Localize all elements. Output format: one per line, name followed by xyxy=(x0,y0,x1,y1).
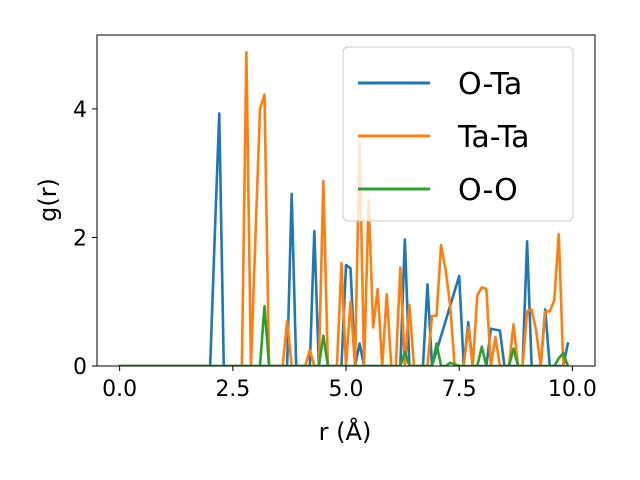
x-tick-label: 7.5 xyxy=(442,377,477,402)
y-tick-label: 4 xyxy=(73,98,87,123)
legend-label-ta-ta: Ta-Ta xyxy=(457,120,530,155)
legend-box xyxy=(342,46,574,222)
y-axis-label: g(r) xyxy=(34,178,62,222)
legend: O-Ta Ta-Ta O-O xyxy=(342,46,574,222)
x-tick-label: 2.5 xyxy=(215,377,250,402)
legend-label-o-o: O-O xyxy=(458,173,518,208)
x-tick-label: 5.0 xyxy=(329,377,364,402)
x-axis: 0.0 2.5 5.0 7.5 10.0 xyxy=(102,366,597,402)
y-tick-label: 0 xyxy=(73,355,87,380)
series-layer xyxy=(118,51,570,366)
series-line-ta-ta xyxy=(118,51,570,366)
y-axis: 0 2 4 xyxy=(73,98,97,380)
legend-label-o-ta: O-Ta xyxy=(458,67,522,102)
series-line-o-ta xyxy=(118,112,570,366)
y-tick-label: 2 xyxy=(73,226,87,251)
x-tick-label: 10.0 xyxy=(548,377,597,402)
x-axis-label: r (Å) xyxy=(319,417,372,446)
x-tick-label: 0.0 xyxy=(102,377,137,402)
series-line-o-o xyxy=(118,304,570,366)
